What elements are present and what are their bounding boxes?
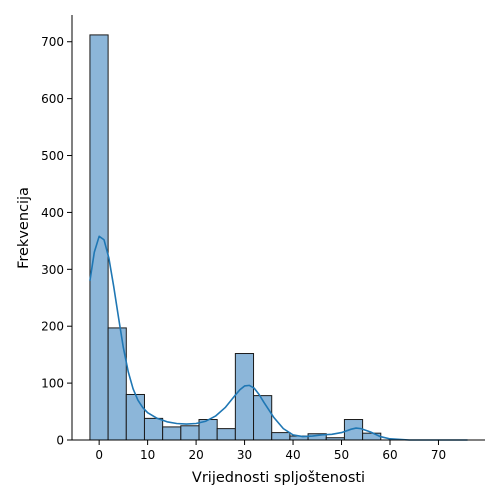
y-tick-label: 400 xyxy=(41,206,64,220)
x-axis-label: Vrijednosti spljoštenosti xyxy=(192,470,365,486)
x-axis-ticks: 0 10 20 30 40 50 60 70 xyxy=(95,440,446,462)
y-tick-label: 100 xyxy=(41,377,64,391)
histogram-bar xyxy=(180,425,200,441)
histogram-bar xyxy=(343,419,364,441)
histogram-bar xyxy=(253,395,273,441)
y-tick-label: 0 xyxy=(56,434,64,448)
x-tick-label: 70 xyxy=(431,448,446,462)
x-tick-label: 20 xyxy=(188,448,203,462)
y-axis-ticks: 0 100 200 300 400 500 600 700 xyxy=(41,35,72,448)
histogram-bar xyxy=(216,428,236,441)
histogram-bar xyxy=(143,417,164,441)
histogram-bar xyxy=(162,426,182,441)
y-axis-label: Frekvencija xyxy=(16,187,32,269)
histogram-bar xyxy=(271,432,291,441)
y-tick-label: 300 xyxy=(41,263,64,277)
x-tick-label: 10 xyxy=(140,448,155,462)
x-tick-label: 60 xyxy=(382,448,397,462)
histogram-bars xyxy=(89,34,382,441)
x-tick-label: 50 xyxy=(334,448,349,462)
x-tick-label: 30 xyxy=(237,448,252,462)
histogram-bar xyxy=(234,353,255,441)
y-tick-label: 500 xyxy=(41,149,64,163)
histogram-bar xyxy=(362,432,382,441)
x-tick-label: 0 xyxy=(95,448,103,462)
x-tick-label: 40 xyxy=(285,448,300,462)
kde-curve xyxy=(89,235,468,441)
y-tick-label: 600 xyxy=(41,92,64,106)
y-tick-label: 200 xyxy=(41,320,64,334)
histogram-bar xyxy=(125,393,145,441)
y-tick-label: 700 xyxy=(41,35,64,49)
